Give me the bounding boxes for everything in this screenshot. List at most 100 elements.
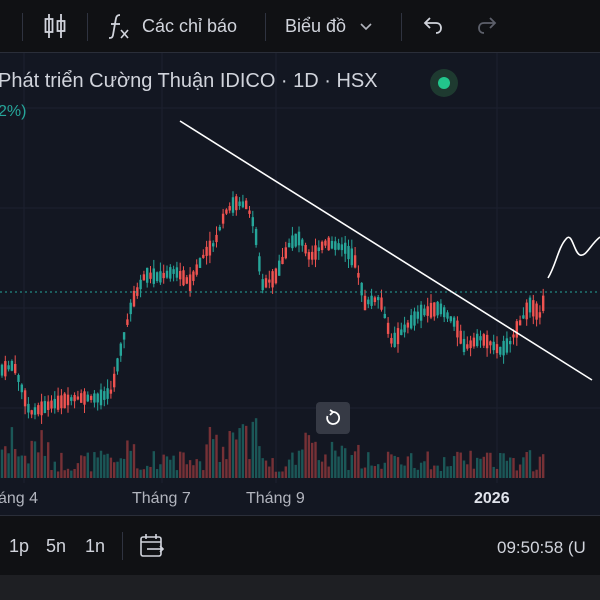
toolbar-divider [22, 13, 23, 41]
candlestick-icon [44, 14, 66, 38]
candle [416, 311, 419, 319]
candle [383, 313, 386, 319]
candle [258, 256, 261, 272]
volume-bar [446, 466, 449, 478]
volume-bar [33, 441, 37, 478]
candle [99, 389, 103, 406]
redo-button[interactable] [475, 0, 499, 52]
volume-bar [251, 421, 254, 478]
volume-bar [416, 469, 419, 478]
volume-bar [419, 462, 423, 478]
volume-bar [96, 457, 99, 478]
candle-type-button[interactable] [42, 0, 68, 52]
volume-bar [344, 448, 347, 478]
volume-bar [162, 454, 165, 478]
volume-bar [126, 440, 129, 478]
chart-type-dropdown[interactable]: Biểu đồ [285, 0, 374, 52]
volume-bar [47, 442, 50, 478]
trend-line-drawing [179, 120, 593, 381]
volume-bar [218, 461, 221, 478]
price-change-percent: 2%) [0, 103, 27, 120]
volume-bar [403, 465, 406, 478]
volume-bar [485, 452, 489, 478]
volume-bar [4, 446, 7, 478]
candle [360, 282, 363, 296]
calendar-range-icon [140, 534, 165, 557]
candle [33, 407, 37, 415]
candle [301, 239, 304, 246]
bottom-toolbar: 1p 5n 1n 09:50:58 (U [0, 515, 600, 576]
volume-bar [116, 461, 119, 478]
candle [80, 393, 83, 403]
candle [515, 321, 518, 338]
volume-bar [221, 446, 225, 478]
time-axis[interactable]: áng 4 Tháng 7 Tháng 9 2026 [0, 482, 600, 514]
candle [287, 242, 291, 248]
volume-bar [528, 450, 532, 478]
volume-bar [76, 463, 80, 478]
volume-bar [502, 453, 505, 478]
market-status-indicator[interactable] [430, 69, 458, 97]
volume-bar [258, 446, 261, 478]
candle [419, 304, 423, 321]
candle [179, 271, 182, 280]
volume-bar [113, 462, 116, 478]
reset-chart-button[interactable] [316, 402, 350, 434]
volume-bar [278, 471, 281, 478]
volume-bar [281, 471, 284, 478]
volume-bar [27, 463, 30, 478]
candle [386, 322, 390, 334]
chart-pane[interactable] [0, 53, 600, 515]
volume-bar [198, 461, 202, 478]
exchange-clock[interactable]: 09:50:58 (U [497, 538, 586, 557]
volume-bar [271, 458, 274, 478]
volume-bar [301, 449, 304, 478]
volume-bar [377, 464, 380, 478]
undo-button[interactable] [421, 0, 445, 52]
volume-bar [294, 464, 297, 478]
date-range-button[interactable] [138, 532, 166, 565]
volume-bar [172, 455, 175, 478]
candle [446, 312, 449, 319]
candle [281, 256, 284, 265]
chart-grid [0, 53, 600, 483]
range-button-1p[interactable]: 1p [9, 536, 30, 556]
candle [139, 279, 142, 290]
volume-bar [53, 461, 56, 478]
candle [228, 206, 231, 211]
volume-bar [195, 459, 198, 478]
indicators-button[interactable]: Các chỉ báo [106, 0, 237, 52]
candle [23, 390, 27, 407]
candle [198, 258, 202, 268]
volume-bar [149, 466, 152, 478]
candle [60, 395, 63, 409]
volume-bar [37, 452, 40, 478]
candle [456, 320, 459, 338]
volume-bar [99, 450, 103, 478]
price-chart[interactable] [0, 53, 600, 515]
volume-bar [360, 468, 363, 478]
volume-bar [340, 445, 344, 478]
candle [86, 394, 89, 402]
volume-bar [254, 418, 258, 478]
volume-bar [347, 469, 350, 478]
candle [238, 201, 241, 207]
symbol-legend-title[interactable]: Phát triển Cường Thuận IDICO · 1D · HSX [0, 70, 378, 92]
range-button-1n[interactable]: 1n [85, 536, 106, 556]
candle [466, 344, 469, 349]
candle [93, 393, 96, 403]
volume-bar [532, 471, 535, 478]
candle [525, 302, 528, 320]
volume-bar [353, 451, 357, 478]
volume-bar [14, 449, 17, 478]
candle [297, 231, 301, 246]
candle [532, 300, 535, 317]
candle [542, 295, 545, 311]
volume-bar [334, 450, 337, 478]
volume-bar [185, 464, 188, 478]
volume-bar [274, 471, 278, 478]
volume-bar [215, 434, 218, 478]
volume-bar [426, 451, 429, 478]
candle [245, 200, 248, 210]
range-button-5n[interactable]: 5n [46, 536, 67, 556]
